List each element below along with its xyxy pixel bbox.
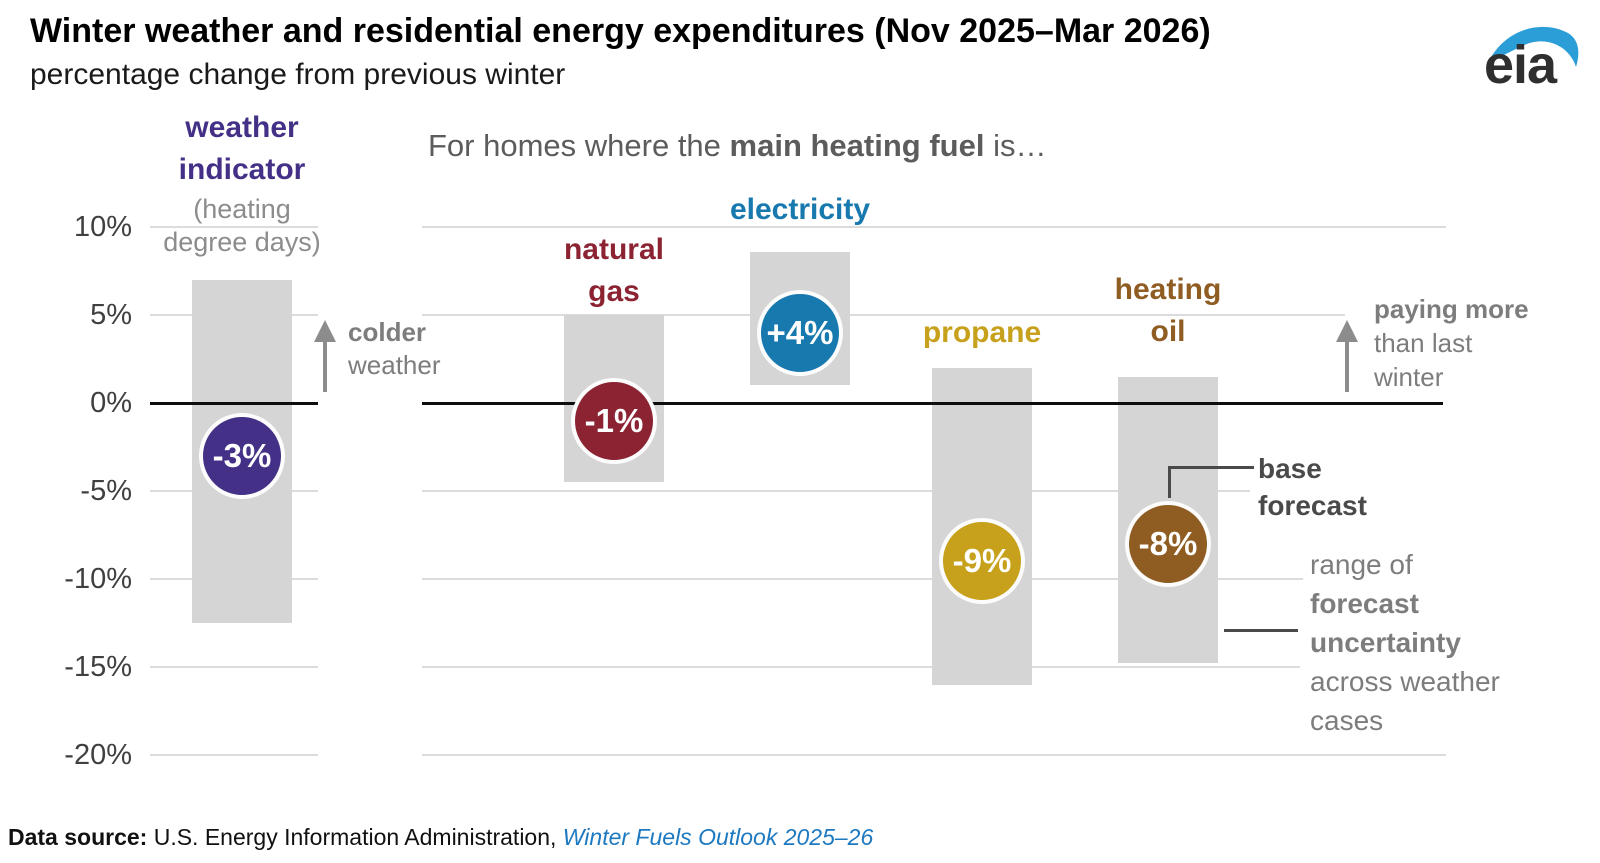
heating-oil-label-line: oil <box>1150 315 1186 348</box>
weather-indicator-label-line: indicator <box>178 153 306 186</box>
annotation-line: forecast <box>1310 588 1419 619</box>
base-forecast-connector-horizontal <box>1168 466 1254 469</box>
forecast-uncertainty-connector <box>1224 629 1298 632</box>
winter-fuels-outlook-link[interactable]: Winter Fuels Outlook 2025–26 <box>562 824 874 850</box>
gridline-left-10 <box>150 226 318 228</box>
gridline-left-0 <box>150 401 318 405</box>
annotation-line: forecast <box>1258 490 1367 521</box>
annotation-line: colder <box>348 317 427 347</box>
base-forecast-label: base forecast <box>1258 450 1367 524</box>
natural-gas-label: natural gas <box>464 229 764 313</box>
gridline-right-5 <box>422 314 1345 316</box>
forecast-uncertainty-label: range of forecast uncertainty across wea… <box>1310 545 1500 740</box>
weather-indicator-label: weather indicator <box>92 107 392 191</box>
y-axis-tick-label: 0% <box>90 387 132 419</box>
heating-oil-base-forecast-bubble: -8% <box>1125 500 1211 587</box>
propane-label: propane <box>832 312 1132 354</box>
electricity-label: electricity <box>650 189 950 231</box>
annotation-line: paying more <box>1374 294 1529 324</box>
paying-more-text: paying more than last winter <box>1374 292 1529 394</box>
weather-indicator-sublabel-line: (heating <box>193 194 291 224</box>
propane-base-forecast-bubble: -9% <box>939 518 1025 605</box>
main-heating-fuel-heading: For homes where the main heating fuel is… <box>428 128 1046 164</box>
y-axis-tick-label: -20% <box>64 739 132 771</box>
natural-gas-base-forecast-value: -1% <box>584 401 644 439</box>
gridline-right--10 <box>422 578 1303 580</box>
y-axis-tick-label: -15% <box>64 651 132 683</box>
heating-oil-label: heating oil <box>1018 269 1318 353</box>
weather-indicator-sublabel-line: degree days) <box>163 227 321 257</box>
gridline-right--15 <box>422 666 1300 668</box>
heating-oil-base-forecast-value: -8% <box>1138 524 1198 562</box>
y-axis-tick-label: -10% <box>64 563 132 595</box>
colder-weather-annotation: colder weather <box>312 317 441 392</box>
natural-gas-label-line: natural <box>563 233 665 266</box>
y-axis-tick-label: 5% <box>90 299 132 331</box>
chart-subtitle: percentage change from previous winter <box>30 58 566 91</box>
gridline-right--5 <box>422 490 1250 492</box>
up-arrow-icon <box>1336 320 1358 392</box>
colder-weather-text: colder weather <box>348 316 441 382</box>
eia-swoosh-icon <box>1488 26 1579 67</box>
electricity-label-line: electricity <box>729 193 871 226</box>
annotation-line: weather <box>348 350 441 380</box>
eia-logo: eia <box>1482 16 1582 102</box>
weather-indicator-label-line: weather <box>185 111 299 144</box>
gridline-left--20 <box>150 754 318 756</box>
annotation-line: range of <box>1310 549 1413 580</box>
annotation-line: across weather <box>1310 666 1500 697</box>
heading-prefix: For homes where the <box>428 128 730 163</box>
natural-gas-label-line: gas <box>588 275 640 308</box>
electricity-base-forecast-value: +4% <box>766 313 834 351</box>
annotation-line: winter <box>1374 362 1444 392</box>
natural-gas-base-forecast-bubble: -1% <box>571 377 657 464</box>
annotation-line: uncertainty <box>1310 627 1461 658</box>
weather-indicator-base-forecast-value: -3% <box>212 436 272 474</box>
base-forecast-connector-vertical <box>1168 466 1171 498</box>
data-source-text: U.S. Energy Information Administration, <box>147 824 563 850</box>
gridline-right-0 <box>422 401 1443 405</box>
data-source: Data source: U.S. Energy Information Adm… <box>8 824 873 851</box>
electricity-base-forecast-bubble: +4% <box>757 289 843 376</box>
annotation-line: than last <box>1374 328 1473 358</box>
weather-indicator-base-forecast-bubble: -3% <box>199 412 285 499</box>
gridline-right--20 <box>422 754 1446 756</box>
propane-label-line: propane <box>922 316 1042 349</box>
gridline-right-10 <box>422 226 1446 228</box>
paying-more-annotation: paying more than last winter <box>1334 294 1529 394</box>
heading-suffix: is… <box>984 128 1047 163</box>
annotation-line: base <box>1258 453 1322 484</box>
heading-bold: main heating fuel <box>729 128 985 163</box>
annotation-line: cases <box>1310 705 1384 736</box>
y-axis-tick-label: -5% <box>80 475 132 507</box>
heating-oil-label-line: heating <box>1114 273 1222 306</box>
propane-base-forecast-value: -9% <box>952 542 1012 580</box>
y-axis-tick-label: 10% <box>73 211 132 243</box>
chart-title: Winter weather and residential energy ex… <box>30 12 1211 50</box>
up-arrow-icon <box>314 320 336 392</box>
eia-logo-text: eia <box>1484 35 1557 95</box>
data-source-label: Data source: <box>8 824 148 850</box>
weather-indicator-sublabel: (heating degree days) <box>92 193 392 259</box>
gridline-left--15 <box>150 666 318 668</box>
